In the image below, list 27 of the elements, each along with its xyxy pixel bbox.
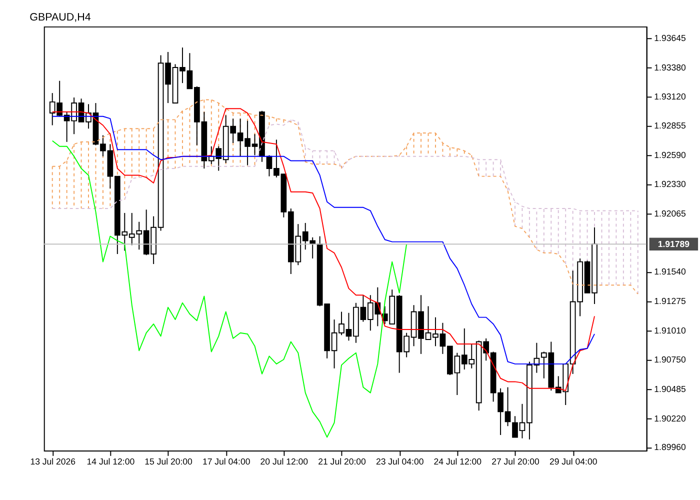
y-tick-label: 1.89960 — [654, 442, 686, 452]
y-tick-label: 1.93380 — [654, 62, 686, 72]
x-tick-label: 20 Jul 12:00 — [260, 456, 308, 467]
chart-title: GBPAUD,H4 — [30, 12, 91, 24]
x-tick-label: 24 Jul 12:00 — [434, 456, 482, 467]
y-tick-label: 1.92590 — [654, 150, 686, 160]
x-tick-label: 17 Jul 04:00 — [202, 456, 250, 467]
x-tick-label: 13 Jul 2026 — [30, 456, 76, 467]
x-tick-label: 15 Jul 20:00 — [144, 456, 193, 467]
x-tick-label: 14 Jul 12:00 — [86, 456, 135, 467]
x-tick-label: 23 Jul 04:00 — [376, 456, 424, 467]
x-tick-label: 21 Jul 20:00 — [318, 456, 366, 467]
x-tick-label: 29 Jul 04:00 — [549, 456, 598, 467]
y-tick-label: 1.90220 — [654, 413, 686, 424]
y-tick-label: 1.93645 — [654, 33, 686, 44]
y-tick-label: 1.91540 — [654, 266, 686, 277]
y-tick-label: 1.92855 — [654, 120, 686, 131]
y-tick-label: 1.91275 — [654, 296, 686, 306]
y-tick-label: 1.92330 — [654, 179, 686, 190]
ref-line-label: 1.91789 — [658, 239, 690, 250]
line-series — [52, 140, 408, 438]
y-tick-label: 1.91010 — [654, 326, 686, 336]
x-tick-label: 27 Jul 20:00 — [492, 456, 540, 467]
y-tick-label: 1.90750 — [654, 354, 686, 364]
y-tick-label: 1.92065 — [654, 208, 686, 218]
y-tick-label: 1.93120 — [654, 91, 686, 102]
y-tick-label: 1.90485 — [654, 384, 686, 394]
